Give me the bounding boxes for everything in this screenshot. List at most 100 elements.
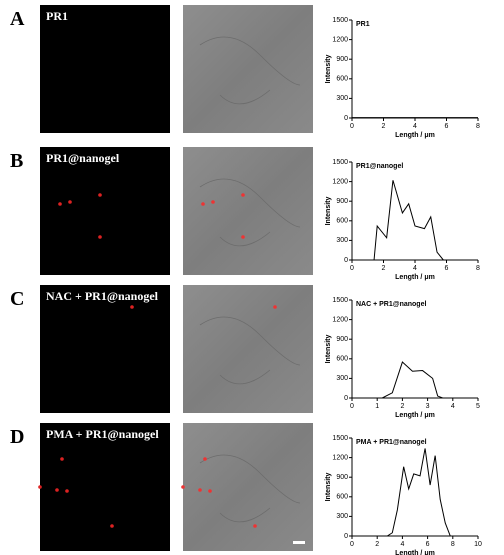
data-line bbox=[352, 180, 478, 261]
x-tick-label: 2 bbox=[375, 541, 379, 548]
red-spot bbox=[130, 305, 134, 309]
x-tick-label: 3 bbox=[426, 403, 430, 410]
y-tick-label: 1500 bbox=[332, 17, 348, 24]
x-axis-label: Length / μm bbox=[395, 550, 435, 555]
panel-letter: A bbox=[10, 8, 25, 30]
x-tick-label: 4 bbox=[413, 123, 417, 130]
y-tick-label: 600 bbox=[336, 218, 348, 225]
y-tick-label: 600 bbox=[336, 356, 348, 363]
red-spot bbox=[65, 489, 69, 493]
y-tick-label: 1200 bbox=[332, 316, 348, 323]
y-tick-label: 1200 bbox=[332, 36, 348, 43]
image-label: PMA + PR1@nanogel bbox=[46, 427, 159, 441]
chart-title: PR1@nanogel bbox=[356, 163, 403, 170]
x-tick-label: 5 bbox=[476, 403, 480, 410]
panel-letter: D bbox=[10, 426, 24, 448]
y-tick-label: 300 bbox=[336, 95, 348, 102]
red-spot bbox=[253, 524, 257, 528]
fluorescence-image bbox=[40, 423, 170, 551]
panel-letter: C bbox=[10, 288, 24, 310]
x-axis-label: Length / μm bbox=[395, 274, 435, 281]
y-tick-label: 900 bbox=[336, 198, 348, 205]
x-tick-label: 4 bbox=[400, 541, 404, 548]
y-tick-label: 0 bbox=[344, 533, 348, 540]
x-tick-label: 6 bbox=[445, 265, 449, 272]
red-spot bbox=[55, 488, 59, 492]
fluorescence-image bbox=[40, 5, 170, 133]
data-line bbox=[352, 448, 478, 537]
y-tick-label: 0 bbox=[344, 395, 348, 402]
brightfield-image bbox=[183, 147, 313, 275]
y-tick-label: 1200 bbox=[332, 454, 348, 461]
x-tick-label: 4 bbox=[413, 265, 417, 272]
red-spot bbox=[181, 485, 185, 489]
red-spot bbox=[241, 235, 245, 239]
y-tick-label: 0 bbox=[344, 115, 348, 122]
y-tick-label: 300 bbox=[336, 237, 348, 244]
x-tick-label: 2 bbox=[382, 265, 386, 272]
fluorescence-image bbox=[40, 285, 170, 413]
y-tick-label: 900 bbox=[336, 474, 348, 481]
red-spot bbox=[58, 202, 62, 206]
red-spot bbox=[198, 488, 202, 492]
image-label: NAC + PR1@nanogel bbox=[46, 289, 159, 303]
red-spot bbox=[38, 485, 42, 489]
x-tick-label: 8 bbox=[476, 123, 480, 130]
x-tick-label: 10 bbox=[474, 541, 482, 548]
x-tick-label: 8 bbox=[476, 265, 480, 272]
y-axis-label: Intensity bbox=[325, 197, 332, 226]
x-tick-label: 4 bbox=[451, 403, 455, 410]
chart-title: PMA + PR1@nanogel bbox=[356, 439, 427, 446]
chart-title: PR1 bbox=[356, 21, 370, 28]
y-axis-label: Intensity bbox=[325, 55, 332, 84]
cell-outline bbox=[199, 454, 301, 523]
brightfield-image bbox=[183, 5, 313, 133]
y-tick-label: 0 bbox=[344, 257, 348, 264]
image-label: PR1@nanogel bbox=[46, 151, 120, 165]
red-spot bbox=[211, 200, 215, 204]
image-label: PR1 bbox=[46, 9, 68, 23]
red-spot bbox=[208, 489, 212, 493]
x-tick-label: 1 bbox=[375, 403, 379, 410]
cell-outline bbox=[199, 178, 301, 247]
brightfield-image bbox=[183, 285, 313, 413]
red-spot bbox=[273, 305, 277, 309]
x-tick-label: 2 bbox=[382, 123, 386, 130]
y-axis-label: Intensity bbox=[325, 335, 332, 364]
y-tick-label: 900 bbox=[336, 336, 348, 343]
red-spot bbox=[68, 200, 72, 204]
x-axis-label: Length / μm bbox=[395, 412, 435, 419]
y-axis-label: Intensity bbox=[325, 473, 332, 502]
red-spot bbox=[201, 202, 205, 206]
cell-outline bbox=[199, 36, 301, 105]
red-spot bbox=[241, 193, 245, 197]
y-tick-label: 1500 bbox=[332, 435, 348, 442]
x-tick-label: 0 bbox=[350, 541, 354, 548]
red-spot bbox=[98, 193, 102, 197]
x-tick-label: 6 bbox=[445, 123, 449, 130]
y-tick-label: 1500 bbox=[332, 159, 348, 166]
chart-title: NAC + PR1@nanogel bbox=[356, 301, 426, 308]
scale-bar bbox=[293, 541, 305, 544]
y-tick-label: 1500 bbox=[332, 297, 348, 304]
red-spot bbox=[98, 235, 102, 239]
cell-outline bbox=[199, 316, 301, 385]
brightfield-image bbox=[183, 423, 313, 551]
y-tick-label: 900 bbox=[336, 56, 348, 63]
red-spot bbox=[110, 524, 114, 528]
x-axis-label: Length / μm bbox=[395, 132, 435, 139]
panel-letter: B bbox=[10, 150, 23, 172]
red-spot bbox=[60, 457, 64, 461]
x-tick-label: 0 bbox=[350, 123, 354, 130]
x-tick-label: 0 bbox=[350, 403, 354, 410]
x-tick-label: 0 bbox=[350, 265, 354, 272]
fluorescence-image bbox=[40, 147, 170, 275]
y-tick-label: 600 bbox=[336, 76, 348, 83]
y-tick-label: 1200 bbox=[332, 178, 348, 185]
y-tick-label: 300 bbox=[336, 375, 348, 382]
data-line bbox=[352, 361, 478, 399]
red-spot bbox=[203, 457, 207, 461]
y-tick-label: 300 bbox=[336, 513, 348, 520]
x-tick-label: 6 bbox=[426, 541, 430, 548]
